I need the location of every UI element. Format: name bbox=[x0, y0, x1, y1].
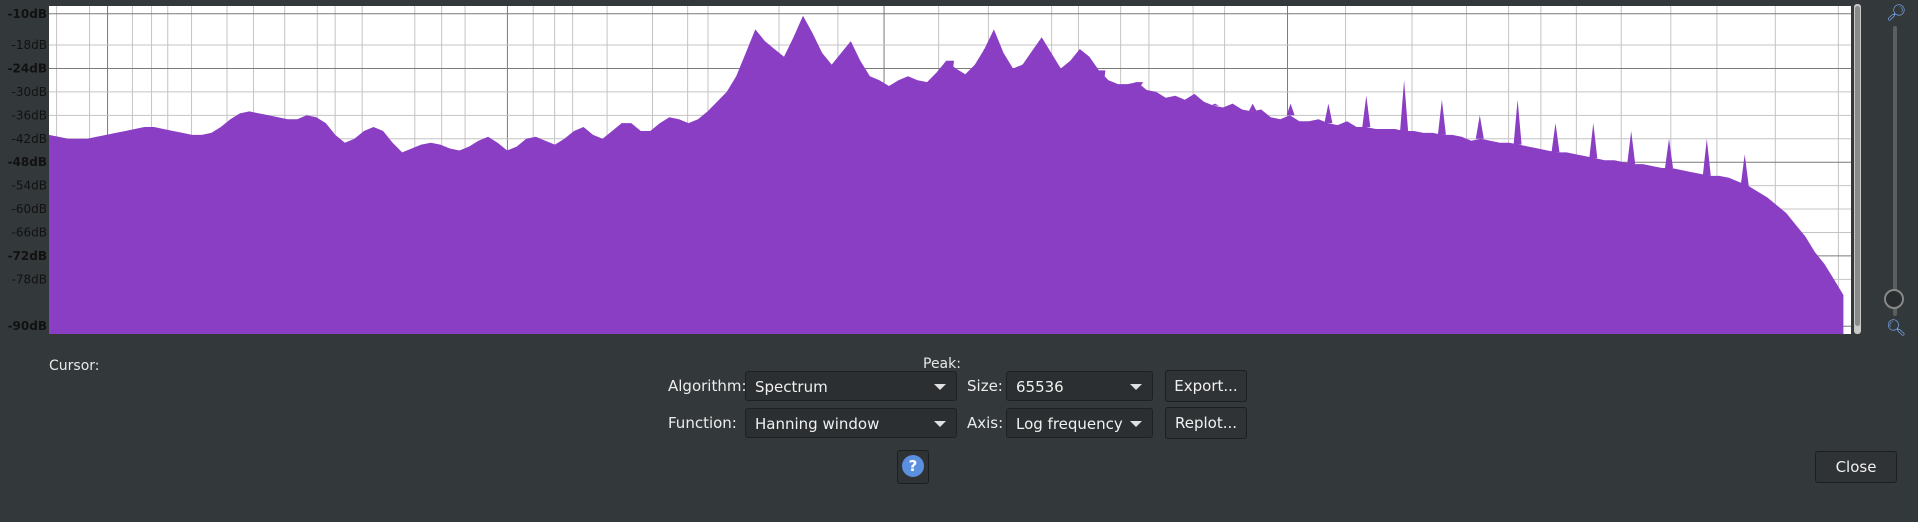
spectrum-peak bbox=[946, 60, 954, 96]
spectrum-plot[interactable]: -10dB -18dB -24dB -30dB -36dB -42dB -48dB -54dB… bbox=[0, 0, 1860, 340]
y-tick-label: -18dB bbox=[12, 38, 47, 52]
y-tick-label: -66dB bbox=[12, 225, 47, 239]
zoom-slider-handle[interactable] bbox=[1884, 289, 1904, 309]
chevron-down-icon bbox=[934, 384, 946, 390]
spectrum-peak bbox=[1248, 103, 1257, 112]
zoom-slider[interactable] bbox=[1893, 26, 1897, 316]
function-select[interactable]: Hanning window bbox=[745, 408, 957, 438]
axis-select[interactable]: Log frequency bbox=[1006, 408, 1153, 438]
spectrum-peak bbox=[1513, 99, 1522, 145]
y-tick-label: -30dB bbox=[12, 85, 47, 99]
algorithm-select-value: Spectrum bbox=[755, 378, 828, 396]
spectrum-area bbox=[49, 15, 1844, 335]
y-tick-label: -60dB bbox=[12, 202, 47, 216]
y-tick-label: -42dB bbox=[12, 132, 47, 146]
chevron-down-icon bbox=[1130, 384, 1142, 390]
spectrum-peak bbox=[1702, 138, 1711, 176]
spectrum-peak bbox=[1210, 103, 1219, 106]
spectrum-peak bbox=[1589, 123, 1598, 159]
close-button[interactable]: Close bbox=[1815, 451, 1897, 483]
spectrum-peak bbox=[1097, 70, 1106, 104]
axis-label: Axis: bbox=[967, 414, 1004, 432]
replot-button[interactable]: Replot... bbox=[1165, 407, 1247, 439]
spectrum-peak bbox=[1665, 138, 1673, 168]
help-button[interactable]: ? bbox=[897, 450, 929, 484]
spectrum-peak bbox=[1475, 115, 1484, 139]
axis-select-value: Log frequency bbox=[1016, 415, 1123, 433]
size-label: Size: bbox=[967, 377, 1003, 395]
algorithm-label: Algorithm: bbox=[668, 377, 747, 395]
size-select-value: 65536 bbox=[1016, 378, 1064, 396]
function-label: Function: bbox=[668, 414, 737, 432]
vertical-scrollbar-thumb[interactable] bbox=[1855, 6, 1860, 326]
spectrum-peak bbox=[983, 49, 992, 96]
spectrum-peak bbox=[1362, 95, 1371, 127]
spectrum-peak bbox=[1324, 103, 1333, 124]
peak-label: Peak: bbox=[923, 356, 961, 372]
spectrum-plot-svg[interactable]: -10dB -18dB -24dB -30dB -36dB -42dB -48dB -54dB… bbox=[0, 0, 1860, 340]
y-tick-label: -10dB bbox=[8, 7, 47, 21]
spectrum-peak bbox=[1551, 123, 1560, 153]
spectrum-peak bbox=[1059, 68, 1068, 81]
zoom-out-icon[interactable]: 🔍︎ bbox=[1886, 318, 1907, 337]
function-select-value: Hanning window bbox=[755, 415, 880, 433]
spectrum-peak bbox=[1286, 103, 1295, 116]
y-tick-label: -72dB bbox=[8, 249, 47, 263]
cursor-label: Cursor: bbox=[49, 358, 100, 374]
help-icon: ? bbox=[902, 455, 924, 477]
y-tick-label: -48dB bbox=[8, 155, 47, 169]
export-button[interactable]: Export... bbox=[1165, 370, 1247, 402]
spectrum-peak bbox=[1627, 131, 1636, 165]
spectrum-peak bbox=[1135, 82, 1144, 88]
spectrum-peak bbox=[1400, 80, 1409, 131]
algorithm-select[interactable]: Spectrum bbox=[745, 371, 957, 401]
zoom-in-icon[interactable]: 🔎︎ bbox=[1886, 3, 1907, 22]
chevron-down-icon bbox=[934, 421, 946, 427]
spectrum-peak bbox=[1740, 154, 1749, 186]
spectrum-peak bbox=[1021, 64, 1030, 108]
size-select[interactable]: 65536 bbox=[1006, 371, 1153, 401]
y-tick-label: -78dB bbox=[12, 272, 47, 286]
y-tick-label: -90dB bbox=[8, 319, 47, 333]
chevron-down-icon bbox=[1130, 421, 1142, 427]
spectrum-peak bbox=[1437, 99, 1446, 135]
y-tick-label: -36dB bbox=[12, 108, 47, 122]
y-tick-label: -54dB bbox=[12, 179, 47, 193]
y-tick-label: -24dB bbox=[8, 61, 47, 75]
